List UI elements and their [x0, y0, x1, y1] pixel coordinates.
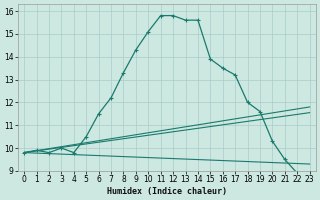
X-axis label: Humidex (Indice chaleur): Humidex (Indice chaleur) [107, 187, 227, 196]
